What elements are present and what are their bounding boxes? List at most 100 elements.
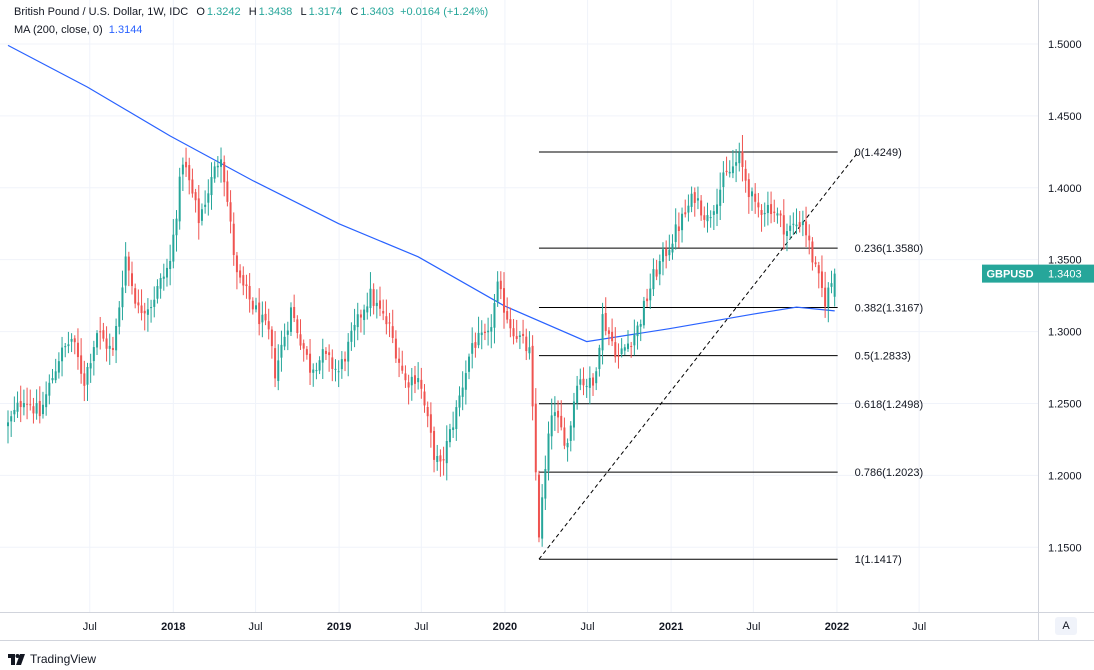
candle-body	[820, 271, 823, 288]
candle-body	[258, 302, 261, 325]
candle-body	[490, 327, 493, 332]
candle-body	[518, 335, 521, 337]
x-tick-label: Jul	[83, 621, 97, 633]
open-value: 1.3242	[206, 6, 241, 18]
y-tick-label: 1.4500	[1048, 111, 1082, 123]
candle-body	[690, 193, 693, 207]
candle-body	[455, 407, 458, 429]
candle-body	[642, 300, 645, 326]
candle-body	[245, 284, 248, 287]
price-badge[interactable]: GBPUSD 1.3403	[982, 264, 1094, 283]
candle-body	[309, 353, 312, 373]
candle-body	[652, 269, 655, 290]
candle-body	[423, 391, 426, 406]
candle-body	[312, 369, 315, 373]
y-tick-label: 1.3500	[1048, 255, 1082, 267]
x-tick-label: Jul	[912, 621, 926, 633]
candle-body	[649, 288, 652, 301]
candle-body	[534, 403, 537, 473]
candle-body	[350, 330, 353, 342]
tradingview-logo[interactable]: TradingView	[8, 652, 96, 666]
candle-body	[731, 166, 734, 174]
candle-body	[134, 288, 137, 304]
candle-body	[735, 162, 738, 166]
candle-body	[445, 440, 448, 464]
candle-body	[45, 394, 48, 408]
candle-body	[296, 319, 299, 334]
candle-body	[766, 204, 769, 214]
candle-body	[811, 241, 814, 263]
candle-body	[477, 332, 480, 346]
candle-body	[763, 212, 766, 215]
candle-body	[131, 273, 133, 287]
candle-body	[200, 209, 203, 221]
candle-body	[553, 412, 556, 416]
candle-body	[541, 497, 544, 539]
candle-body	[452, 427, 455, 430]
candle-body	[127, 256, 130, 271]
candle-body	[318, 360, 321, 371]
candle-body	[487, 330, 490, 333]
candle-body	[805, 221, 808, 236]
candle-body	[537, 474, 540, 538]
candle-body	[716, 204, 719, 214]
candle-body	[105, 338, 108, 349]
candle-body	[579, 379, 582, 385]
candle-body	[162, 276, 165, 279]
auto-scale-button[interactable]: A	[1055, 617, 1077, 635]
candle-body	[178, 176, 181, 222]
candle-body	[598, 347, 601, 370]
candle-body	[337, 371, 340, 373]
candle-body	[595, 371, 598, 384]
ma-legend[interactable]: MA (200, close, 0) 1.3144	[14, 24, 142, 36]
candle-body	[181, 164, 184, 175]
symbol-title: British Pound / U.S. Dollar, 1W, IDC	[14, 6, 189, 18]
candle-body	[194, 192, 197, 201]
x-tick-label: Jul	[249, 621, 263, 633]
candle-body	[86, 366, 89, 385]
candle-body	[137, 302, 140, 306]
candle-body	[356, 314, 359, 328]
candle-body	[588, 377, 591, 388]
candle-body	[251, 300, 254, 310]
candle-body	[576, 385, 579, 404]
candle-body	[792, 223, 795, 225]
candle-body	[344, 358, 347, 362]
candle-body	[96, 333, 99, 348]
fibonacci-retracement[interactable]: 0(1.4249) 0.236(1.3580) 0.382(1.3167) 0.5(1…	[538, 147, 923, 566]
candle-body	[223, 161, 226, 183]
close-value: 1.3403	[360, 6, 394, 18]
x-tick-label: Jul	[746, 621, 760, 633]
candle-body	[232, 223, 235, 256]
candle-body	[16, 402, 19, 412]
candle-body	[216, 165, 219, 168]
candle-body	[22, 402, 25, 408]
candle-body	[741, 151, 744, 168]
candle-body	[172, 234, 175, 262]
candle-body	[528, 347, 531, 354]
candle-body	[560, 415, 563, 428]
candle-body	[503, 288, 505, 313]
candle-body	[747, 179, 750, 198]
candle-body	[719, 189, 722, 206]
candle-body	[658, 261, 661, 275]
candle-body	[369, 288, 372, 309]
candle-body	[124, 256, 127, 286]
candle-body	[353, 324, 356, 331]
candle-body	[620, 348, 623, 355]
symbol-legend[interactable]: British Pound / U.S. Dollar, 1W, IDC O 1.…	[14, 6, 488, 18]
candle-body	[655, 269, 658, 277]
candle-body	[738, 152, 741, 164]
grid	[0, 0, 1038, 612]
candle-body	[773, 211, 776, 213]
candle-body	[226, 181, 229, 202]
candle-body	[302, 343, 305, 349]
candle-body	[563, 427, 566, 446]
candle-body	[121, 287, 124, 308]
candle-body	[681, 213, 684, 231]
symbol-badge-text: GBPUSD	[986, 269, 1033, 281]
candle-body	[611, 331, 614, 342]
candle-body	[525, 336, 528, 352]
candle-body	[426, 407, 429, 417]
